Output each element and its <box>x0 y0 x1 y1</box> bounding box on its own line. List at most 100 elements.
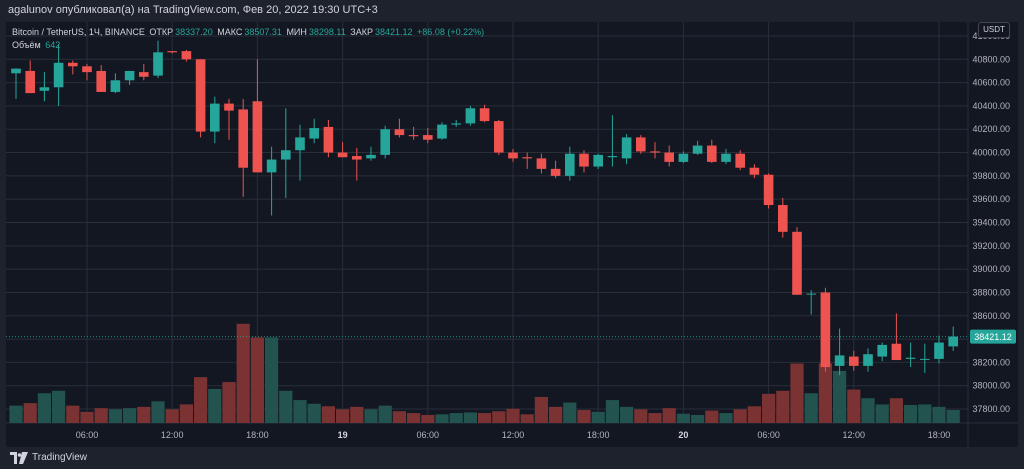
candle-body <box>792 231 802 295</box>
x-tick-label: 20 <box>678 430 688 440</box>
volume-bar <box>634 409 648 423</box>
x-tick-label: 12:00 <box>161 430 184 440</box>
volume-value: 642 <box>45 40 61 50</box>
candle-body <box>96 70 106 92</box>
volume-bar <box>932 406 946 423</box>
candle-body <box>238 109 248 168</box>
y-tick-label: 38200.00 <box>972 357 1010 367</box>
legend-open-value: 38337.20 <box>175 27 213 37</box>
volume-bar <box>889 398 903 423</box>
y-tick-label: 37800.00 <box>972 404 1010 414</box>
legend-volume: Объём 642 <box>12 40 62 50</box>
volume-bar <box>534 396 548 423</box>
tradingview-logo-icon[interactable] <box>10 452 28 464</box>
footer-brand[interactable]: TradingView <box>32 452 88 463</box>
candle-body <box>749 167 760 175</box>
candle-body <box>948 336 958 347</box>
y-tick-label: 40800.00 <box>972 54 1010 64</box>
candle-body <box>281 150 291 160</box>
candle-body <box>110 80 121 92</box>
candle-body <box>650 151 660 153</box>
candle-body <box>153 52 163 76</box>
candle-body <box>465 108 476 124</box>
candle-body <box>905 357 916 359</box>
volume-bar <box>549 406 563 423</box>
volume-bar <box>37 393 51 423</box>
candle-body <box>309 128 319 139</box>
candle-body <box>550 168 561 176</box>
volume-bar <box>293 400 307 423</box>
chart-frame: 41000.0040800.0040600.0040400.0040200.00… <box>6 22 1018 447</box>
volume-bar <box>151 401 165 423</box>
volume-bar <box>861 398 875 423</box>
volume-bar <box>705 410 719 423</box>
volume-bar <box>108 409 122 423</box>
volume-bar <box>392 411 406 423</box>
volume-bar <box>904 405 918 423</box>
volume-bar <box>733 409 747 423</box>
volume-bar <box>449 413 463 423</box>
volume-bar <box>946 409 960 423</box>
candle-body <box>834 355 845 366</box>
candle-body <box>437 124 447 139</box>
candle-body <box>39 87 50 91</box>
volume-bar <box>94 408 108 423</box>
price-chart[interactable]: 41000.0040800.0040600.0040400.0040200.00… <box>6 22 1018 447</box>
volume-bar <box>662 408 676 423</box>
volume-bar <box>421 414 435 423</box>
volume-bar <box>208 388 222 423</box>
y-tick-label: 39800.00 <box>972 171 1010 181</box>
y-tick-label: 40200.00 <box>972 124 1010 134</box>
volume-bar <box>66 405 80 423</box>
volume-bar <box>236 323 250 423</box>
currency-button[interactable]: USDT <box>978 22 1010 38</box>
y-tick-label: 38600.00 <box>972 311 1010 321</box>
volume-bar <box>620 406 634 423</box>
volume-bar <box>279 390 293 423</box>
volume-bar <box>818 363 832 423</box>
y-tick-label: 40400.00 <box>972 101 1010 111</box>
candle-body <box>53 62 64 88</box>
legend-low-value: 38298.11 <box>308 27 346 37</box>
y-tick-label: 40600.00 <box>972 78 1010 88</box>
candle-body <box>806 293 816 295</box>
volume-bar <box>321 406 335 423</box>
candle-body <box>820 292 831 368</box>
candle-body <box>778 205 788 232</box>
candle-body <box>721 153 731 162</box>
volume-bar <box>478 413 492 423</box>
volume-bar <box>123 408 137 423</box>
legend-close-value: 38421.12 <box>374 27 413 37</box>
candle-body <box>252 101 263 173</box>
author-line: agalunov опубликовал(а) на TradingView.c… <box>8 4 378 16</box>
volume-bar <box>350 406 364 423</box>
volume-bar <box>52 390 66 423</box>
candle-body <box>934 342 944 359</box>
volume-bar <box>265 337 279 423</box>
candle-body <box>692 145 703 154</box>
candle-body <box>593 154 603 167</box>
y-tick-label: 39400.00 <box>972 218 1010 228</box>
y-tick-label: 38000.00 <box>972 381 1010 391</box>
volume-bar <box>875 404 889 423</box>
volume-bar <box>676 413 690 423</box>
volume-bar <box>378 405 392 423</box>
x-tick-label: 18:00 <box>587 430 610 440</box>
candle-body <box>678 153 689 162</box>
candle-body <box>394 129 405 136</box>
volume-bar <box>563 402 577 423</box>
x-tick-label: 18:00 <box>246 430 269 440</box>
candle-body <box>337 152 348 158</box>
candle-body <box>266 159 277 173</box>
volume-bar <box>520 414 534 423</box>
candle-body <box>607 156 618 158</box>
candle-body <box>423 135 433 140</box>
volume-bar <box>577 409 591 423</box>
x-tick-label: 06:00 <box>757 430 780 440</box>
candle-body <box>25 70 35 94</box>
candle-body <box>707 145 717 162</box>
candle-body <box>323 126 334 153</box>
volume-bar <box>9 405 23 423</box>
candle-body <box>636 137 646 152</box>
x-tick-label: 18:00 <box>928 430 951 440</box>
